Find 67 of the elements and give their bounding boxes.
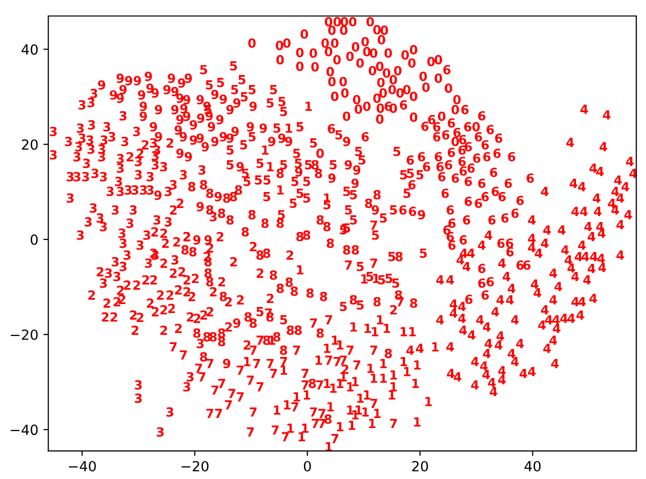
- point: [344, 260, 352, 270]
- point: [218, 378, 226, 388]
- point: [280, 357, 288, 366]
- point: [270, 368, 277, 378]
- point: [195, 364, 202, 373]
- point: [318, 408, 326, 418]
- series-label: 5: [264, 175, 270, 185]
- point: [353, 360, 360, 370]
- point: [256, 336, 264, 345]
- point: [340, 356, 347, 365]
- point: [370, 346, 378, 355]
- series-label: 1: [409, 327, 416, 336]
- point: [325, 315, 332, 324]
- point: [224, 400, 232, 410]
- point: [170, 342, 177, 352]
- point: [370, 258, 378, 268]
- point: [334, 357, 341, 366]
- point: [266, 358, 274, 368]
- point: [228, 388, 236, 398]
- point: [318, 418, 326, 428]
- point: [302, 380, 308, 390]
- point: [282, 432, 289, 442]
- point: [310, 407, 317, 417]
- point: [291, 402, 298, 412]
- series-label: 3: [82, 172, 90, 182]
- series-label: 8: [352, 245, 359, 255]
- point: [312, 418, 319, 428]
- point: [236, 392, 244, 402]
- point: [198, 372, 206, 382]
- point: [256, 382, 264, 392]
- y-tick-label: 40: [22, 44, 38, 55]
- point: [302, 368, 308, 378]
- y-tick-label: 0: [30, 234, 38, 245]
- point: [390, 418, 397, 428]
- point: [180, 350, 187, 360]
- x-tick-label: −40: [68, 460, 96, 472]
- y-tick-label: −40: [10, 424, 38, 436]
- series-label: 4: [580, 206, 588, 216]
- point: [370, 398, 378, 408]
- point: [370, 220, 378, 230]
- point: [246, 376, 254, 385]
- series-label: 9: [134, 76, 141, 86]
- point: [211, 386, 218, 395]
- point: [331, 434, 338, 444]
- y-tick-label: −20: [10, 329, 38, 340]
- point: [206, 358, 214, 368]
- x-tick-label: 0: [304, 460, 311, 472]
- x-tick-label: 20: [412, 460, 428, 472]
- point: [206, 408, 214, 418]
- point: [310, 318, 317, 328]
- x-tick-label: −20: [182, 460, 208, 472]
- point: [250, 407, 257, 417]
- point: [316, 380, 324, 390]
- series-label: 6: [506, 238, 514, 248]
- point: [236, 366, 244, 375]
- x-tick-label: 40: [524, 460, 541, 472]
- point: [293, 346, 300, 355]
- point: [246, 427, 254, 437]
- point: [272, 426, 279, 435]
- series-label: 7: [215, 408, 222, 418]
- series-label: 0: [333, 16, 341, 26]
- point: [253, 358, 260, 368]
- point: [325, 356, 332, 365]
- point: [250, 346, 257, 355]
- point: [346, 346, 354, 355]
- y-tick-label: 20: [22, 139, 38, 150]
- series-label: 2: [110, 312, 118, 322]
